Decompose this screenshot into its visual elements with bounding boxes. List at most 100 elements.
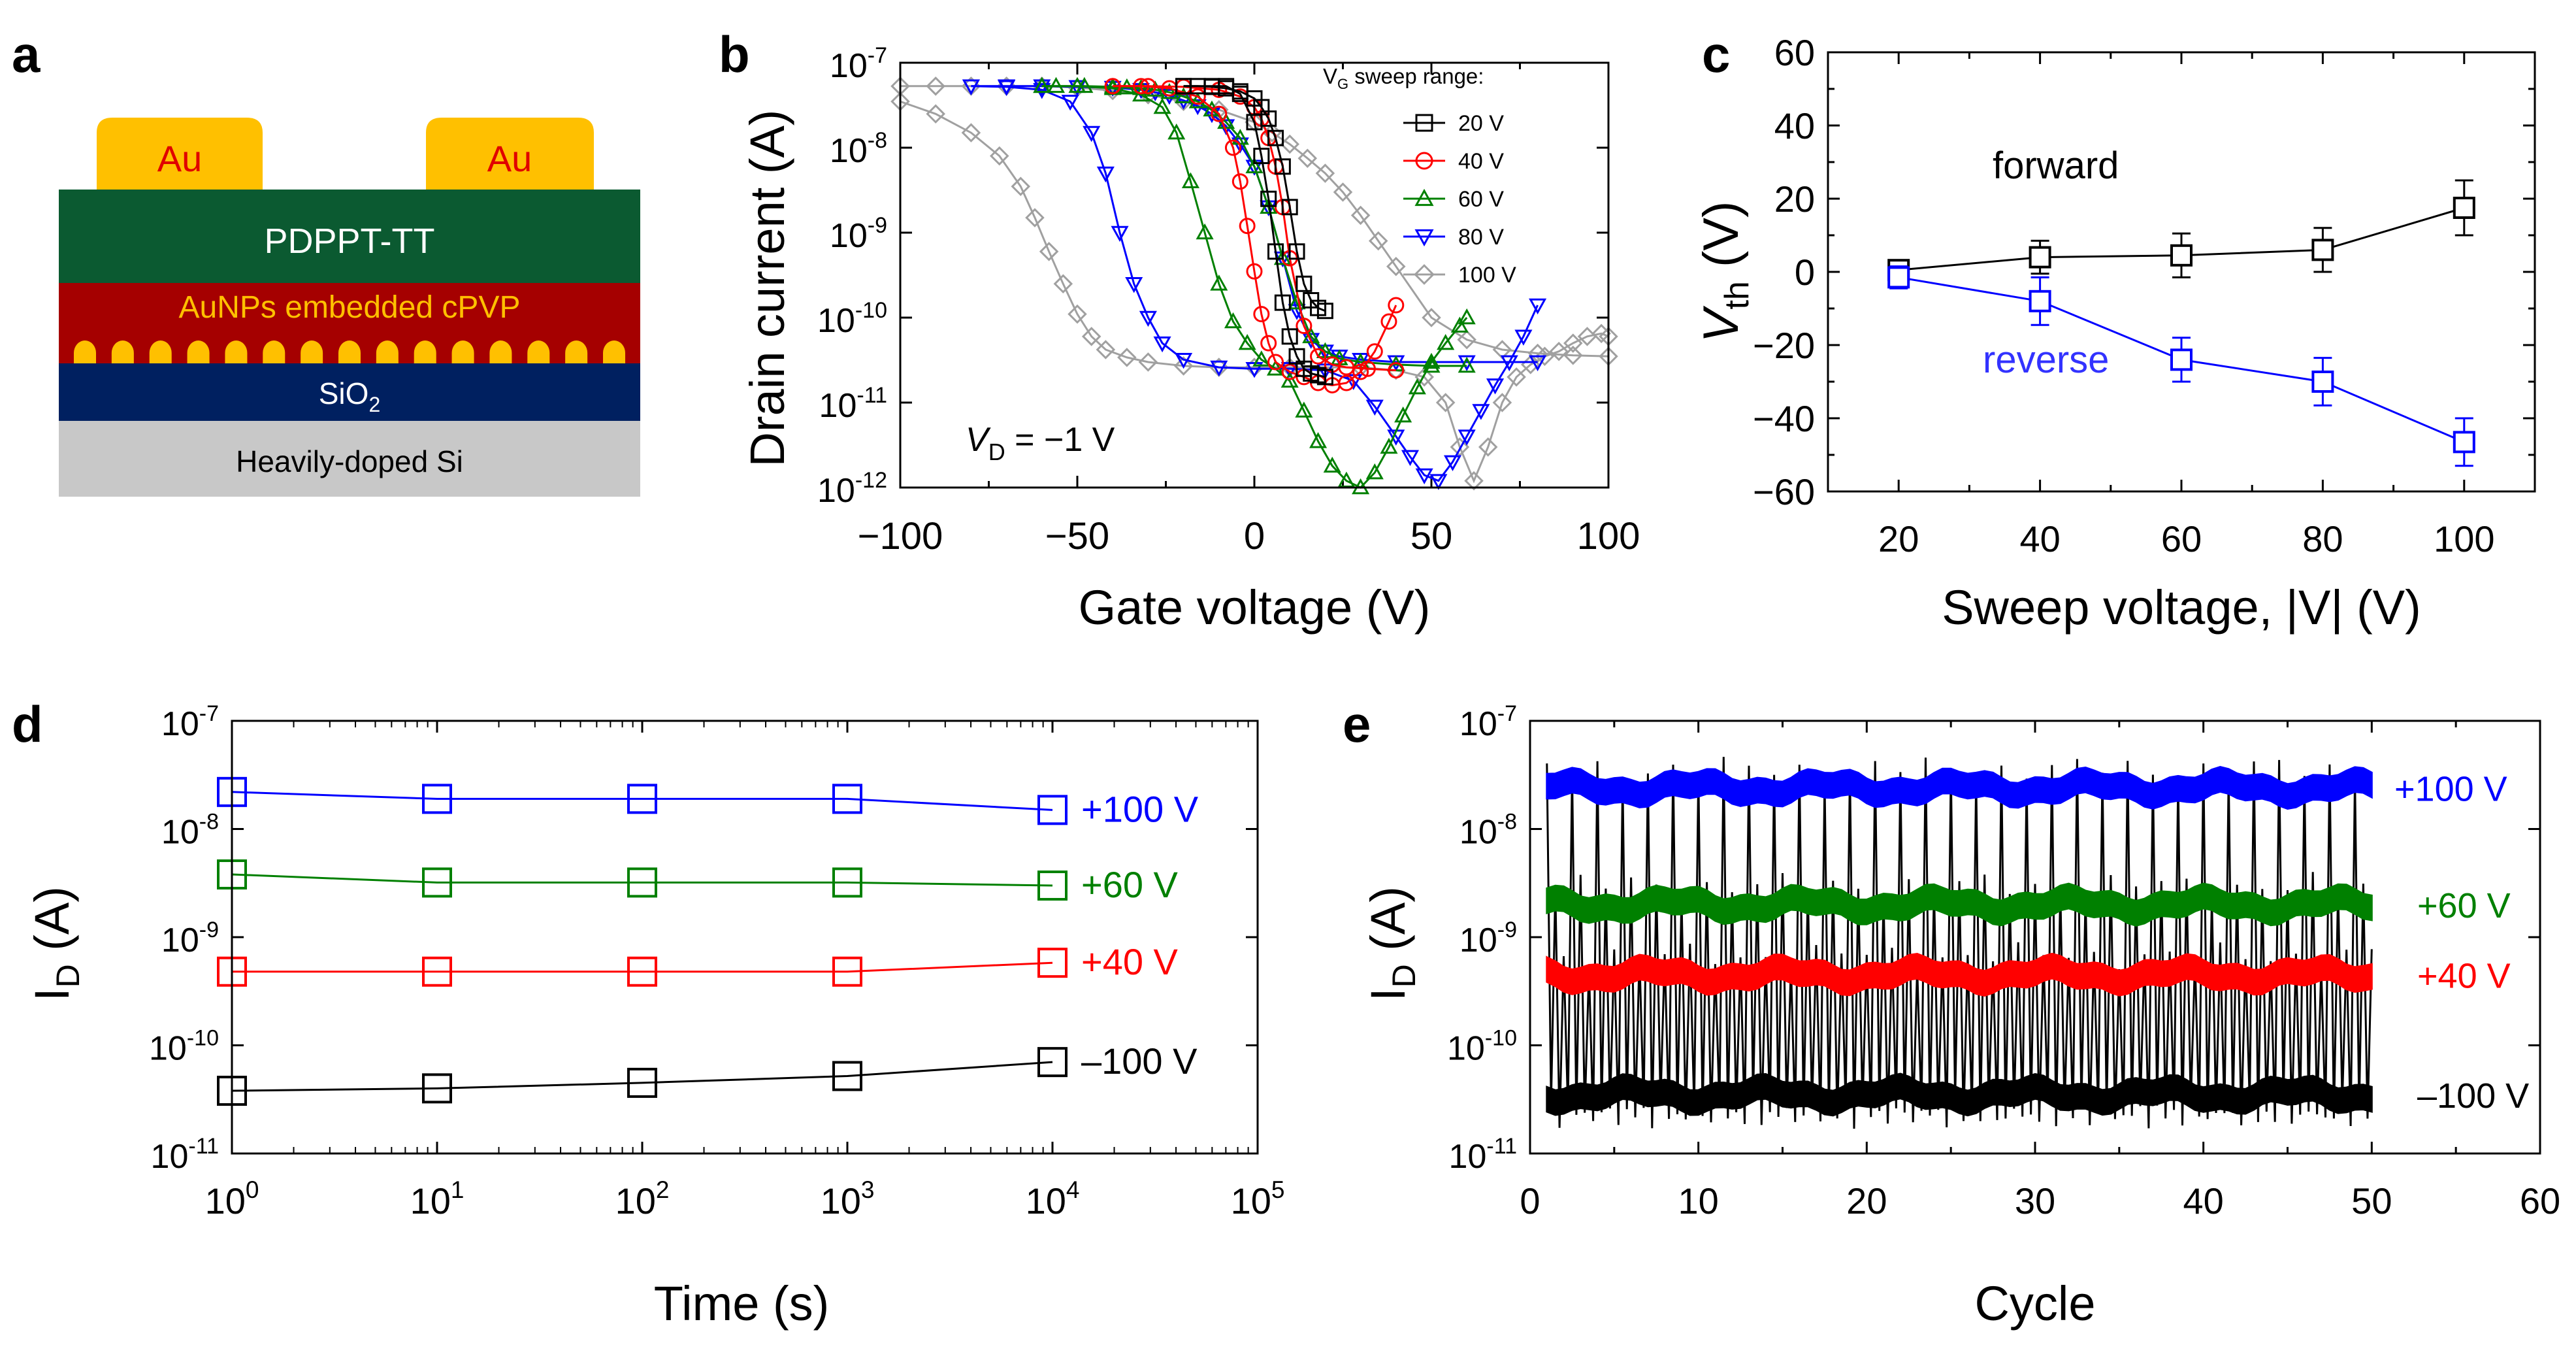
c-y-axis-label: Vth (V): [1693, 201, 1756, 343]
c-x-tick-label: 40: [2019, 518, 2060, 559]
d-y-tick-label: 10-10: [149, 1026, 219, 1068]
b-legend-title: VG sweep range:: [1323, 64, 1484, 92]
b-data-point: [1350, 205, 1371, 225]
b-data-point: [1075, 76, 1094, 93]
d-y-tick-label-base: 10: [161, 705, 199, 743]
b-y-tick-label: 10-10: [817, 298, 887, 340]
b-data-point: [1422, 352, 1441, 369]
e-y-tick-label: 10-10: [1447, 1026, 1517, 1068]
b-legend-label: 20 V: [1458, 111, 1504, 136]
nanoparticle: [111, 340, 134, 363]
c-data-point: [2029, 246, 2051, 269]
b-data-point: [1472, 404, 1490, 420]
e-x-tick-labels: 0 10 20 30 40 50 60: [1520, 1180, 2560, 1221]
oxide-label-base: SiO: [319, 376, 369, 410]
e-x-tick-label: 10: [1678, 1180, 1719, 1221]
b-annot-v: V: [966, 421, 991, 459]
c-series: [1887, 179, 2475, 467]
d-x-tick-label: 100: [205, 1176, 259, 1221]
d-series-label: +100 V: [1081, 788, 1199, 829]
b-data-point: [1288, 243, 1305, 260]
b-data-point: [1245, 157, 1264, 174]
c-ylabel-rest: (V): [1693, 201, 1749, 281]
nanoparticle: [301, 340, 323, 363]
nanoparticle: [149, 340, 172, 363]
d-y-tick-label-exp: -11: [188, 1134, 219, 1159]
b-legend-marker: [1415, 114, 1433, 132]
b-data-point: [1563, 345, 1583, 365]
b-y-tick-label-base: 10: [830, 217, 868, 255]
b-legend-marker: [1415, 152, 1433, 170]
nanoparticle: [527, 340, 550, 363]
c-x-tick-label: 80: [2302, 518, 2343, 559]
d-y-tick-label-base: 10: [161, 814, 199, 852]
d-y-tick-label: 10-7: [161, 701, 219, 743]
b-y-tick-label-exp: -8: [868, 128, 887, 153]
b-data-point: [1281, 199, 1298, 216]
b-data-point: [1296, 275, 1312, 292]
c-data-point: [2453, 197, 2475, 219]
c-ylabel-sub: th: [1718, 281, 1756, 309]
b-data-point: [1529, 355, 1547, 372]
b-x-axis-label: Gate voltage (V): [1079, 580, 1431, 635]
d-series-label: +40 V: [1081, 941, 1179, 982]
semiconductor-layer: [59, 190, 640, 283]
d-data-point: [1037, 795, 1068, 825]
b-data-point: [1033, 76, 1051, 93]
d-x-tick-label-base: 10: [1231, 1180, 1271, 1221]
b-data-point: [1388, 297, 1405, 314]
d-x-tick-label-base: 10: [1026, 1180, 1066, 1221]
e-y-tick-label: 10-11: [1449, 1134, 1517, 1176]
c-x-tick-labels: 20 40 60 80 100: [1878, 518, 2494, 559]
nanoparticle: [414, 340, 436, 363]
e-x-tick-label: 60: [2520, 1180, 2560, 1221]
b-data-point: [1167, 124, 1186, 140]
b-data-point: [1333, 182, 1353, 202]
nanoparticle: [376, 340, 399, 363]
d-x-axis-label: Time (s): [654, 1276, 830, 1331]
b-y-tick-label-exp: -11: [856, 383, 887, 408]
b-data-point: [1365, 399, 1384, 416]
d-series-labels: +100 V +60 V +40 V –100 V: [1081, 788, 1199, 1082]
b-data-point: [1297, 148, 1318, 169]
b-data-point: [1117, 348, 1137, 367]
b-data-point: [1210, 360, 1228, 377]
au-electrode-right: [426, 118, 594, 191]
c-plot-frame: [1827, 51, 2536, 493]
b-legend-label: 100 V: [1458, 263, 1516, 288]
d-y-tick-label: 10-11: [151, 1134, 219, 1176]
b-data-point: [1352, 363, 1369, 380]
c-y-tick-label: 0: [1795, 252, 1815, 293]
e-state-band: [1546, 952, 2373, 997]
b-data-point: [1478, 437, 1498, 457]
d-data-point: [627, 1067, 657, 1098]
nanoparticle: [489, 340, 512, 363]
c-x-tick-label: 60: [2161, 518, 2202, 559]
b-y-tick-label: 10-11: [819, 383, 887, 425]
d-series: [217, 776, 1068, 1106]
b-data-point: [1246, 263, 1263, 280]
d-data-point: [627, 956, 657, 987]
b-data-point: [1295, 401, 1313, 418]
au-label-right: Au: [487, 138, 532, 179]
b-data-point: [1529, 298, 1547, 315]
b-y-tick-label-base: 10: [830, 132, 868, 170]
b-x-tick-label: 100: [1577, 515, 1640, 557]
e-x-tick-label: 40: [2183, 1180, 2224, 1221]
b-y-tick-label-exp: -10: [855, 298, 887, 323]
b-data-point: [1231, 173, 1248, 190]
device-schematic: Au Au PDPPT-TT AuNPs embedded cPVP SiO2 …: [59, 118, 640, 497]
b-x-tick-label: 50: [1410, 515, 1453, 557]
d-y-axis-label: ID (A): [25, 886, 86, 1001]
b-data-point: [1224, 312, 1243, 329]
b-y-tick-label: 10-7: [830, 43, 887, 85]
b-y-tick-label-base: 10: [817, 302, 855, 340]
e-ylabel-sub: D: [1386, 964, 1422, 987]
d-ylabel-i: I: [25, 987, 79, 1001]
d-y-tick-label-exp: -9: [199, 918, 219, 942]
d-series-line: [231, 1061, 1053, 1092]
d-ylabel-rest: (A): [25, 886, 79, 964]
e-y-tick-label-exp: -11: [1486, 1134, 1517, 1159]
